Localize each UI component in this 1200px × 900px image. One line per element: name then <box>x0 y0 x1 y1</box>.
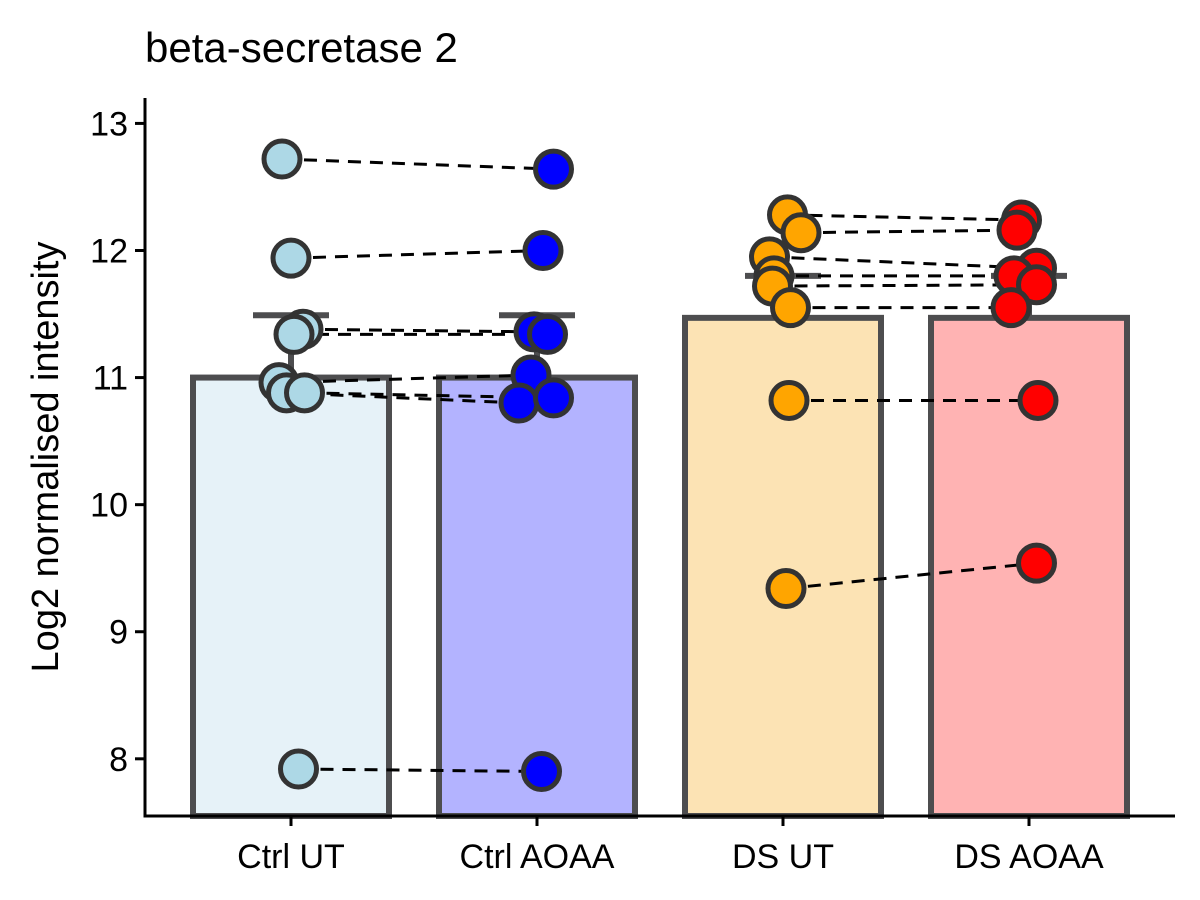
bar-ctrl-aoaa <box>436 374 638 819</box>
pair-line <box>800 228 1018 235</box>
data-point <box>521 751 562 793</box>
pair-lines <box>278 157 1038 774</box>
data-point <box>533 148 574 190</box>
data-point <box>996 209 1038 251</box>
axes: 8 9 10 11 12 13 Ctrl UT Ctrl AOAA DS UT DS AOAA <box>90 98 1175 876</box>
data-point <box>261 138 303 180</box>
pair-line <box>785 561 1037 591</box>
y-axis-label: Log2 normalised intensity <box>25 242 67 673</box>
x-tick-label: DS UT <box>732 838 834 876</box>
x-tick-label: Ctrl UT <box>237 838 345 876</box>
y-tick-label: 13 <box>90 105 128 143</box>
pair-line <box>298 767 542 774</box>
pair-line <box>772 283 1037 288</box>
y-tick-label: 8 <box>109 741 128 779</box>
y-tick-label: 9 <box>109 614 128 652</box>
chart-title: beta-secretase 2 <box>145 24 458 71</box>
data-points <box>258 138 1059 793</box>
pair-line <box>769 255 1037 270</box>
data-point <box>765 568 807 610</box>
pair-line <box>302 327 535 334</box>
data-point <box>522 229 564 271</box>
bar-ctrl-ut <box>190 374 392 819</box>
data-point <box>1016 542 1057 584</box>
data-point <box>498 382 540 424</box>
pair-line <box>286 391 520 405</box>
data-point <box>770 287 811 329</box>
pair-line <box>787 213 1022 222</box>
pair-line <box>278 373 532 385</box>
data-point <box>780 212 822 254</box>
data-point <box>278 748 319 790</box>
y-tick-label: 12 <box>90 232 128 270</box>
data-point <box>1017 379 1059 421</box>
data-point <box>1016 264 1057 306</box>
pair-line <box>281 157 554 171</box>
x-tick-label: DS AOAA <box>954 838 1104 876</box>
data-point <box>273 313 315 355</box>
pair-line <box>290 248 544 260</box>
x-tick-label: Ctrl AOAA <box>460 838 615 876</box>
data-point <box>533 377 574 419</box>
data-point <box>270 237 312 279</box>
data-point <box>768 379 810 421</box>
data-point <box>284 372 325 414</box>
y-tick-label: 11 <box>93 360 128 398</box>
data-point <box>990 287 1032 329</box>
data-point <box>527 313 568 355</box>
y-tick-label: 10 <box>90 487 128 525</box>
